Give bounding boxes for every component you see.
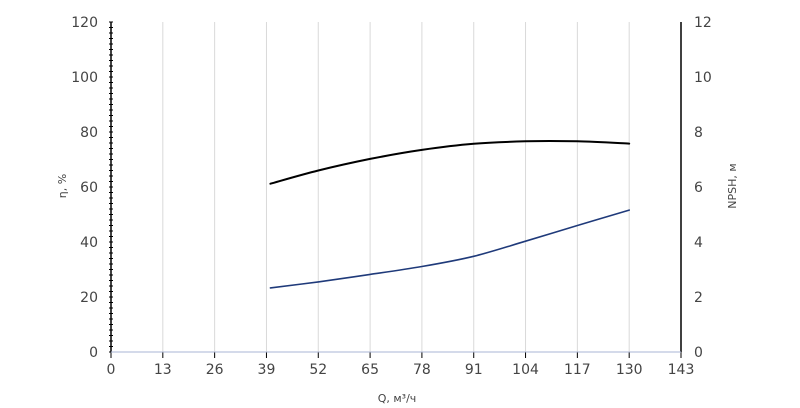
x-tick-label: 0 <box>107 362 116 378</box>
y-right-tick-label: 2 <box>694 290 703 306</box>
efficiency-curve <box>269 140 631 185</box>
y-left-tick-label: 60 <box>80 180 98 196</box>
x-tick-label: 52 <box>309 362 327 378</box>
tick-labels: 0 13 26 39 52 65 78 91 104 117 130 1430204060801001… <box>71 15 712 378</box>
y-left-tick-label: 100 <box>71 70 98 86</box>
npsh-curve <box>269 209 630 289</box>
x-tick-label: 39 <box>258 362 276 378</box>
x-tick-label: 143 <box>668 362 695 378</box>
y-left-tick-label: 80 <box>80 125 98 141</box>
y-right-tick-label: 0 <box>694 345 703 361</box>
x-tick-label: 13 <box>154 362 172 378</box>
y-right-axis-title: NPSH, м <box>726 163 739 208</box>
series-lines <box>269 140 631 289</box>
x-tick-label: 65 <box>361 362 379 378</box>
x-tick-label: 117 <box>564 362 591 378</box>
y-left-axis-title: η, % <box>56 174 69 198</box>
x-tick-label: 91 <box>465 362 483 378</box>
y-left-tick-label: 20 <box>80 290 98 306</box>
y-right-tick-label: 4 <box>694 235 703 251</box>
y-right-tick-label: 6 <box>694 180 703 196</box>
grid-lines <box>162 22 682 352</box>
x-tick-label: 78 <box>413 362 431 378</box>
x-axis-title: Q, м³/ч <box>378 392 417 405</box>
axes <box>109 21 682 358</box>
y-left-tick-label: 0 <box>89 345 98 361</box>
x-tick-label: 130 <box>616 362 643 378</box>
y-left-tick-label: 40 <box>80 235 98 251</box>
x-tick-label: 104 <box>512 362 539 378</box>
y-right-tick-label: 10 <box>694 70 712 86</box>
y-left-tick-label: 120 <box>71 15 98 31</box>
x-tick-label: 26 <box>206 362 224 378</box>
y-right-tick-label: 8 <box>694 125 703 141</box>
y-right-tick-label: 12 <box>694 15 712 31</box>
